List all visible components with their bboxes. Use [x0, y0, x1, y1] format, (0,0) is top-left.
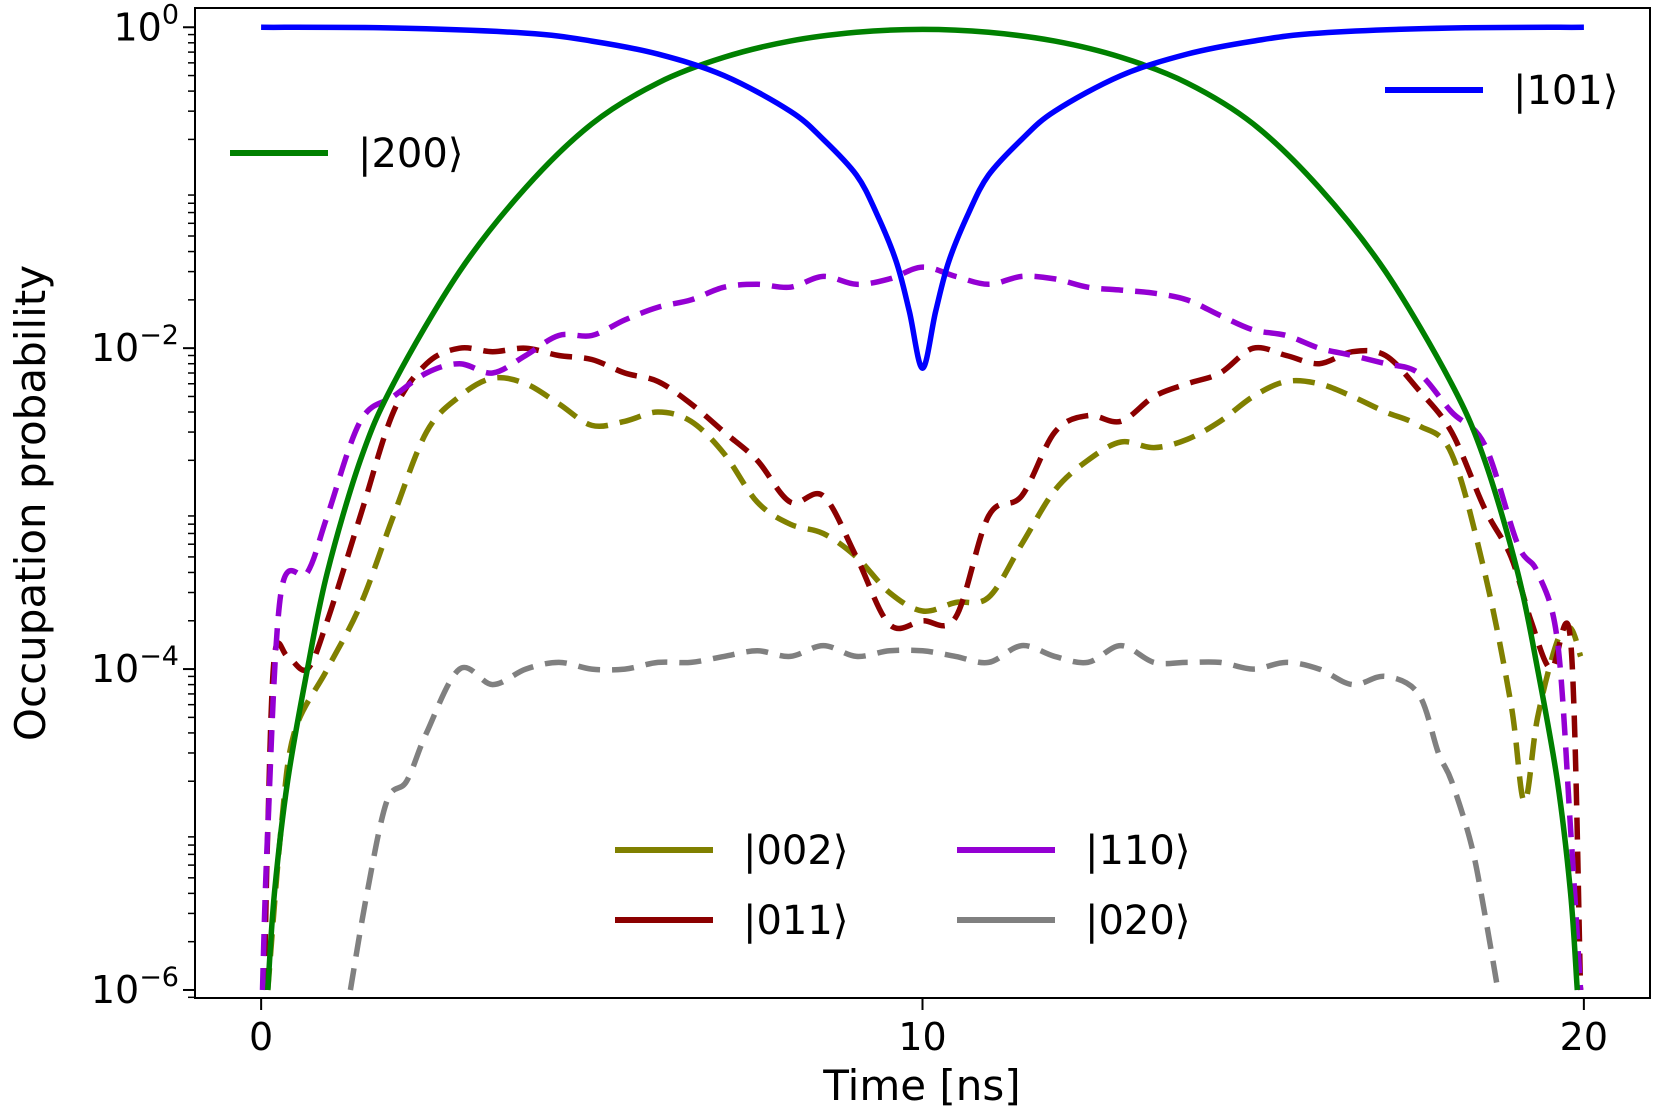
y-tick-label: 100	[113, 0, 179, 49]
series-line-110	[259, 264, 1584, 991]
series-layer	[259, 24, 1584, 991]
x-tick-label: 20	[1560, 1015, 1608, 1059]
x-tick-label: 10	[898, 1015, 946, 1059]
y-axis-label: Occupation probability	[6, 265, 55, 741]
legend-label-110: |110⟩	[1085, 828, 1190, 874]
series-line-101	[261, 24, 1584, 371]
y-tick-base: 10	[91, 647, 139, 691]
legend-label-011: |011⟩	[743, 898, 848, 944]
y-tick-base: 10	[113, 5, 161, 49]
x-tick-label: 0	[249, 1015, 273, 1059]
y-tick-base: 10	[91, 968, 139, 1012]
legend-label-020: |020⟩	[1085, 898, 1190, 944]
series-line-011	[261, 344, 1584, 991]
y-tick-exponent: 0	[162, 0, 179, 30]
y-tick-label: 10−6	[91, 962, 179, 1012]
y-tick-exponent: −4	[139, 641, 179, 672]
y-tick-label: 10−2	[91, 320, 179, 370]
y-tick-base: 10	[91, 326, 139, 370]
y-tick-exponent: −2	[139, 320, 179, 351]
legend-label-002: |002⟩	[743, 828, 848, 874]
y-tick-label: 10−4	[91, 641, 179, 691]
legend-layer: |101⟩ |200⟩ |002⟩ |011⟩ |110⟩ |020⟩	[230, 68, 1618, 944]
series-line-002	[265, 374, 1584, 991]
legend-label-200: |200⟩	[358, 131, 463, 177]
legend-label-101: |101⟩	[1513, 68, 1618, 114]
series-line-200	[265, 26, 1581, 991]
y-tick-exponent: −6	[139, 962, 179, 993]
series-line-020	[347, 642, 1501, 991]
x-axis-label: Time [ns]	[822, 1061, 1020, 1110]
